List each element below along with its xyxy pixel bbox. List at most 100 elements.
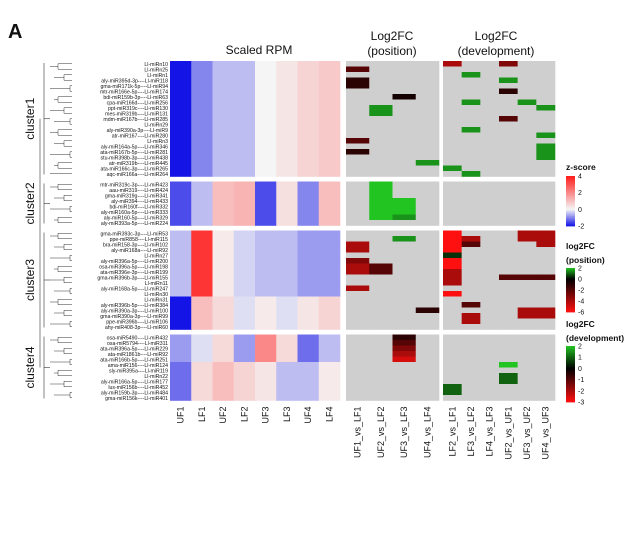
legend-gradient-step [566,187,575,189]
development-fc-cell [443,378,462,385]
position-fc-cell [392,171,417,177]
development-fc-cell [461,318,481,325]
zscore-cell [212,263,235,270]
zscore-cell [170,258,192,264]
development-fc-cell [443,285,462,292]
development-fc-cell [499,236,518,242]
dendrogram-leaf-branch [69,206,72,212]
development-fc-cell [536,334,556,341]
zscore-cell [233,302,256,308]
position-fc-cell [415,389,440,396]
development-fc-cell [461,269,481,275]
position-fc-cell [346,345,370,352]
zscore-cell [233,160,256,166]
zscore-cell [276,356,298,363]
position-fc-cell [369,384,393,390]
position-fc-cell [346,181,370,188]
development-fc-cell [517,99,537,106]
development-fc-cell [536,127,556,133]
development-fc-cell [480,110,500,117]
development-fc-cell [536,384,556,390]
position-fc-cell [346,384,370,390]
column-label: LF3 [282,407,292,423]
position-fc-cell [392,83,417,89]
zscore-cell [276,378,298,385]
zscore-cell [212,105,235,111]
zscore-cell [233,181,256,188]
development-fc-cell [499,154,518,161]
dendrogram-leaf-branch [63,244,72,250]
position-fc-cell [392,88,417,95]
position-fc-cell [346,241,370,248]
panel-titles: Scaled RPM Log2FC (position) Log2FC (dev… [226,29,535,58]
zscore-cell [255,269,277,275]
zscore-cell [318,149,341,155]
position-fc-cell [346,209,370,215]
zscore-cell [212,274,235,281]
position-fc-cell [369,269,393,275]
dendrogram-leaf-branch [63,310,72,316]
position-fc-cell [392,149,417,155]
position-fc-cell [369,291,393,297]
zscore-cell [276,241,298,248]
zscore-cell [170,263,192,270]
zscore-cell [297,241,320,248]
zscore-cell [255,116,277,122]
zscore-cell [233,351,256,357]
zscore-cell [318,345,341,352]
row-label: ama-miR156----Ll-miR124 [108,363,168,369]
position-fc-cell [415,230,440,237]
zscore-cell [170,99,192,106]
development-fc-cell [480,121,500,128]
zscore-cell [233,138,256,144]
zscore-cell [255,367,277,374]
development-fc-cell [443,171,462,177]
zscore-cell [212,209,235,215]
dendrogram-leaf-branch [69,118,72,125]
zscore-cell [170,340,192,346]
zscore-cell [212,291,235,297]
zscore-cell [318,121,341,128]
row-label: Ll-miRn29 [144,122,168,128]
cluster-block-cluster1 [170,61,556,177]
legend-gradient-step [566,202,575,204]
row-label: Ll-miRn3 [147,139,168,145]
zscore-cell [255,110,277,117]
position-fc-cell [392,351,417,357]
legend-gradient-step [566,217,575,219]
development-fc-cell [517,105,537,111]
development-fc-cell [499,367,518,374]
legend-gradient-step [566,371,575,373]
development-fc-cell [536,367,556,374]
position-fc-cell [415,280,440,286]
zscore-cell [318,252,341,259]
cluster-label-cluster2: cluster2 [23,182,37,224]
development-fc-cell [480,291,500,297]
position-fc-cell [369,340,393,346]
development-fc-cell [443,198,462,204]
development-fc-cell [499,334,518,341]
development-fc-cell [480,99,500,106]
zscore-cell [255,138,277,144]
development-fc-cell [499,247,518,253]
development-fc-cell [461,99,481,106]
position-fc-cell [369,154,393,161]
zscore-cell [255,274,277,281]
position-fc-cell [415,269,440,275]
zscore-cell [318,116,341,122]
zscore-cell [255,181,277,188]
legend-gradient-step [566,383,575,386]
position-fc-cell [346,220,370,226]
position-fc-cell [415,132,440,139]
position-fc-cell [369,362,393,368]
position-fc-cell [392,154,417,161]
development-fc-cell [461,192,481,199]
zscore-cell [233,373,256,379]
development-fc-cell [536,198,556,204]
row-label: ata-miR167b-5p----Ll-miR281 [100,150,168,156]
legend-gradient-step [566,355,575,358]
position-fc-cell [392,209,417,215]
column-label: UF2_vs_LF2 [376,407,386,459]
position-fc-cell [369,324,393,330]
development-fc-cell [499,116,518,122]
